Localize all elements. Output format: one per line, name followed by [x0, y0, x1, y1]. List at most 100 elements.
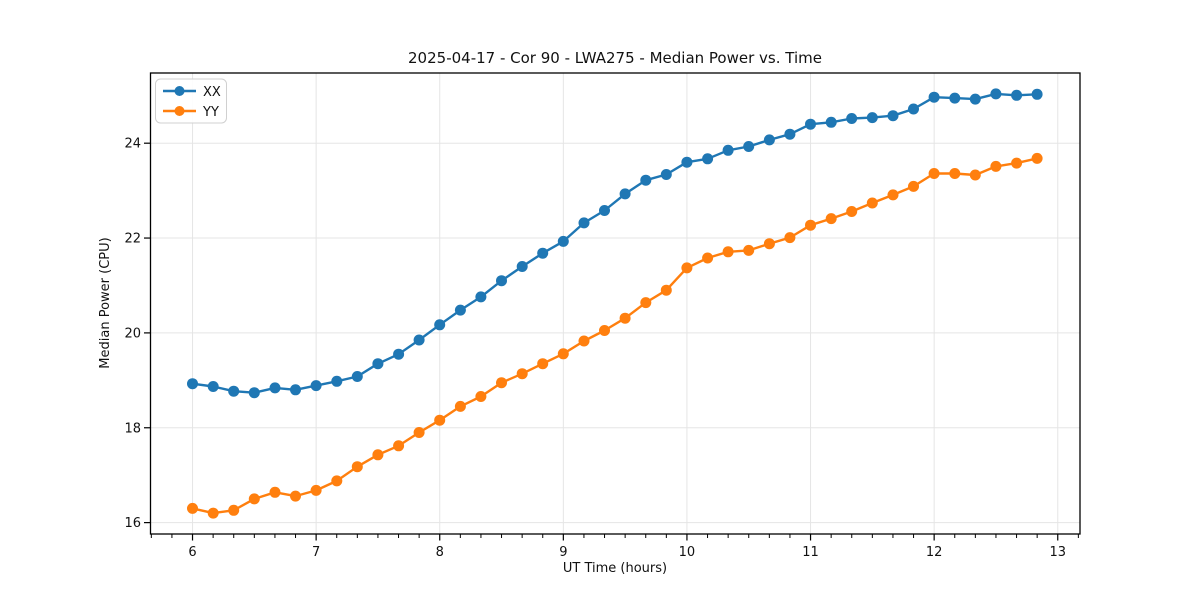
data-point-yy — [599, 325, 610, 336]
data-point-xx — [702, 153, 714, 165]
x-tick-label: 9 — [559, 545, 567, 560]
data-point-xx — [228, 385, 240, 397]
data-point-yy — [290, 490, 301, 502]
chart-title: 2025-04-17 - Cor 90 - LWA275 - Median Po… — [408, 49, 822, 67]
legend: XX YY — [155, 78, 227, 124]
data-point-xx — [413, 334, 425, 346]
data-point-yy — [413, 427, 425, 438]
data-point-yy — [763, 238, 775, 250]
data-point-yy — [660, 284, 672, 296]
legend-label-yy: YY — [202, 105, 219, 120]
data-point-yy — [1011, 157, 1023, 169]
data-point-xx — [207, 381, 219, 392]
y-tick-label: 18 — [124, 421, 141, 436]
data-point-yy — [187, 502, 198, 514]
grid-layer — [150, 73, 1080, 534]
data-point-xx — [763, 134, 775, 146]
x-axis-label: UT Time (hours) — [563, 561, 667, 576]
data-point-yy — [578, 335, 590, 347]
plot-frame — [149, 72, 1081, 535]
legend-label-xx: XX — [203, 85, 221, 100]
legend-marker-yy-icon — [174, 106, 185, 116]
data-point-xx — [434, 319, 446, 331]
data-point-xx — [619, 188, 631, 200]
legend-item-yy: YY — [163, 105, 219, 120]
x-tick-label: 7 — [312, 545, 320, 560]
data-point-xx — [310, 380, 322, 392]
data-point-xx — [187, 378, 198, 390]
data-point-xx — [722, 144, 734, 156]
data-point-xx — [784, 128, 796, 140]
data-point-yy — [722, 246, 734, 258]
data-point-xx — [248, 387, 260, 399]
series-line-yy — [192, 157, 1038, 515]
y-tick-label: 16 — [124, 516, 141, 531]
data-point-yy — [475, 391, 487, 402]
data-point-yy — [516, 368, 528, 380]
data-point-yy — [681, 262, 693, 274]
data-point-xx — [516, 261, 528, 272]
data-point-xx — [599, 205, 610, 216]
x-tick-label: 6 — [188, 545, 196, 560]
data-point-yy — [887, 189, 899, 201]
data-point-yy — [969, 169, 981, 181]
y-axis-label: Median Power (CPU) — [98, 237, 113, 368]
data-point-yy — [825, 213, 837, 225]
data-point-yy — [248, 493, 260, 505]
data-point-xx — [1011, 89, 1023, 101]
data-point-yy — [784, 232, 796, 244]
legend-item-xx: XX — [163, 85, 221, 100]
data-point-xx — [475, 291, 487, 303]
data-point-yy — [331, 475, 343, 487]
data-point-xx — [969, 93, 981, 105]
data-point-xx — [331, 375, 343, 387]
series-line-xx — [192, 92, 1038, 394]
x-tick-label: 13 — [1049, 545, 1066, 560]
data-point-yy — [846, 206, 858, 217]
data-point-yy — [990, 160, 1002, 172]
data-point-yy — [557, 348, 569, 360]
x-tick-label: 12 — [926, 545, 943, 560]
data-point-xx — [269, 382, 281, 394]
data-point-yy — [496, 377, 507, 389]
data-point-xx — [887, 110, 899, 122]
data-point-xx — [351, 371, 363, 382]
data-point-yy — [743, 244, 755, 256]
data-point-xx — [537, 247, 549, 259]
data-point-yy — [866, 197, 878, 209]
data-point-yy — [454, 400, 466, 412]
series-layer — [187, 88, 1043, 519]
data-point-xx — [578, 217, 590, 229]
data-point-yy — [908, 180, 919, 192]
data-point-xx — [496, 275, 507, 287]
data-point-xx — [949, 92, 961, 104]
data-point-yy — [393, 440, 405, 452]
data-point-yy — [351, 461, 363, 473]
data-point-yy — [619, 312, 631, 324]
y-tick-label: 24 — [124, 137, 141, 152]
data-point-yy — [805, 219, 816, 231]
x-tick-label: 11 — [802, 545, 819, 560]
data-point-xx — [393, 348, 405, 360]
data-point-yy — [1031, 152, 1043, 164]
data-point-xx — [866, 112, 878, 124]
data-point-yy — [640, 297, 652, 309]
data-point-xx — [990, 88, 1002, 100]
data-point-yy — [269, 486, 281, 498]
data-point-yy — [434, 414, 446, 426]
data-point-yy — [928, 168, 940, 179]
data-point-yy — [537, 358, 549, 370]
x-tick-label: 8 — [436, 545, 444, 560]
data-point-xx — [660, 169, 672, 180]
y-tick-label: 20 — [124, 326, 141, 341]
data-point-yy — [310, 484, 322, 496]
legend-marker-xx-icon — [174, 86, 185, 96]
data-point-xx — [290, 384, 301, 396]
data-point-yy — [949, 168, 961, 179]
data-point-yy — [207, 507, 219, 519]
data-point-xx — [928, 91, 940, 103]
data-point-xx — [805, 118, 816, 130]
data-point-xx — [372, 358, 384, 370]
